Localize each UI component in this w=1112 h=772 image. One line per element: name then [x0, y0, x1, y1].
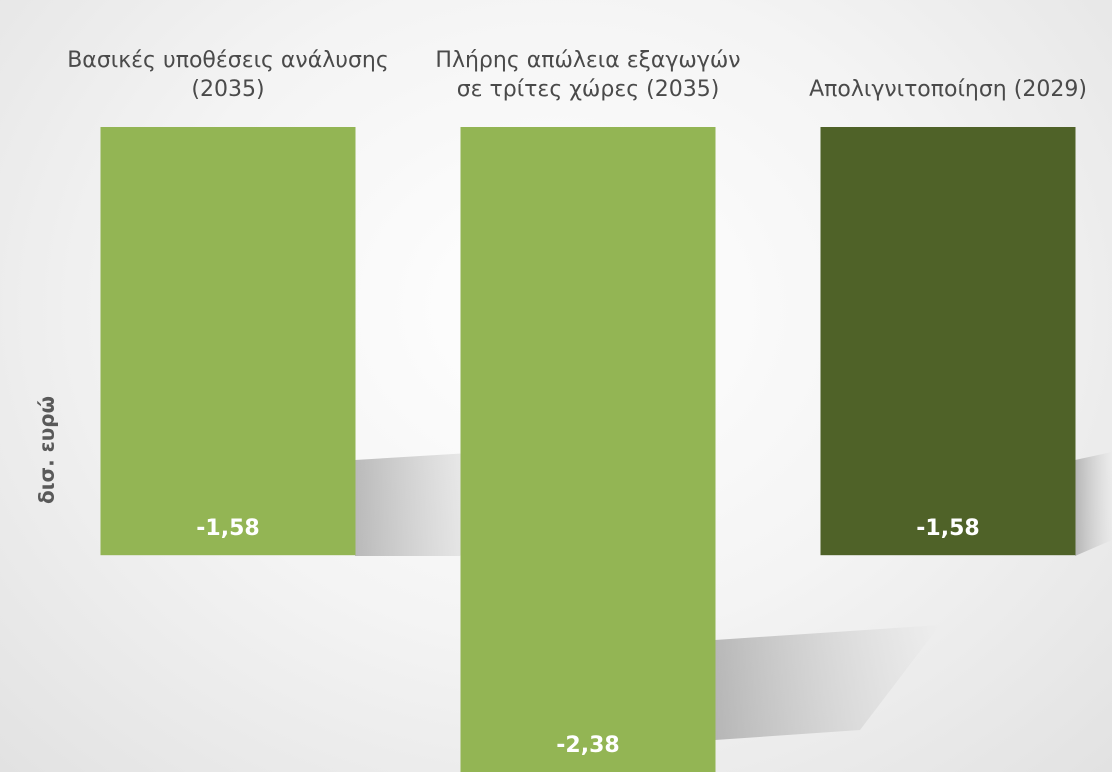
bar: [820, 127, 1076, 556]
category-label: Βασικές υποθέσεις ανάλυσης (2035): [67, 48, 389, 102]
bar: [100, 127, 356, 556]
value-label: -1,58: [196, 516, 259, 541]
bar-shadow: [715, 625, 940, 740]
category-label: Απολιγνιτοποίηση (2029): [809, 77, 1087, 102]
value-label: -2,38: [556, 733, 619, 758]
bar: [460, 127, 716, 772]
y-axis-label: δισ. ευρώ: [35, 396, 59, 504]
category-label: Πλήρης απώλεια εξαγωγών σε τρίτες χώρες …: [435, 48, 741, 102]
bar-shadow: [1075, 452, 1112, 556]
value-label: -1,58: [916, 516, 979, 541]
